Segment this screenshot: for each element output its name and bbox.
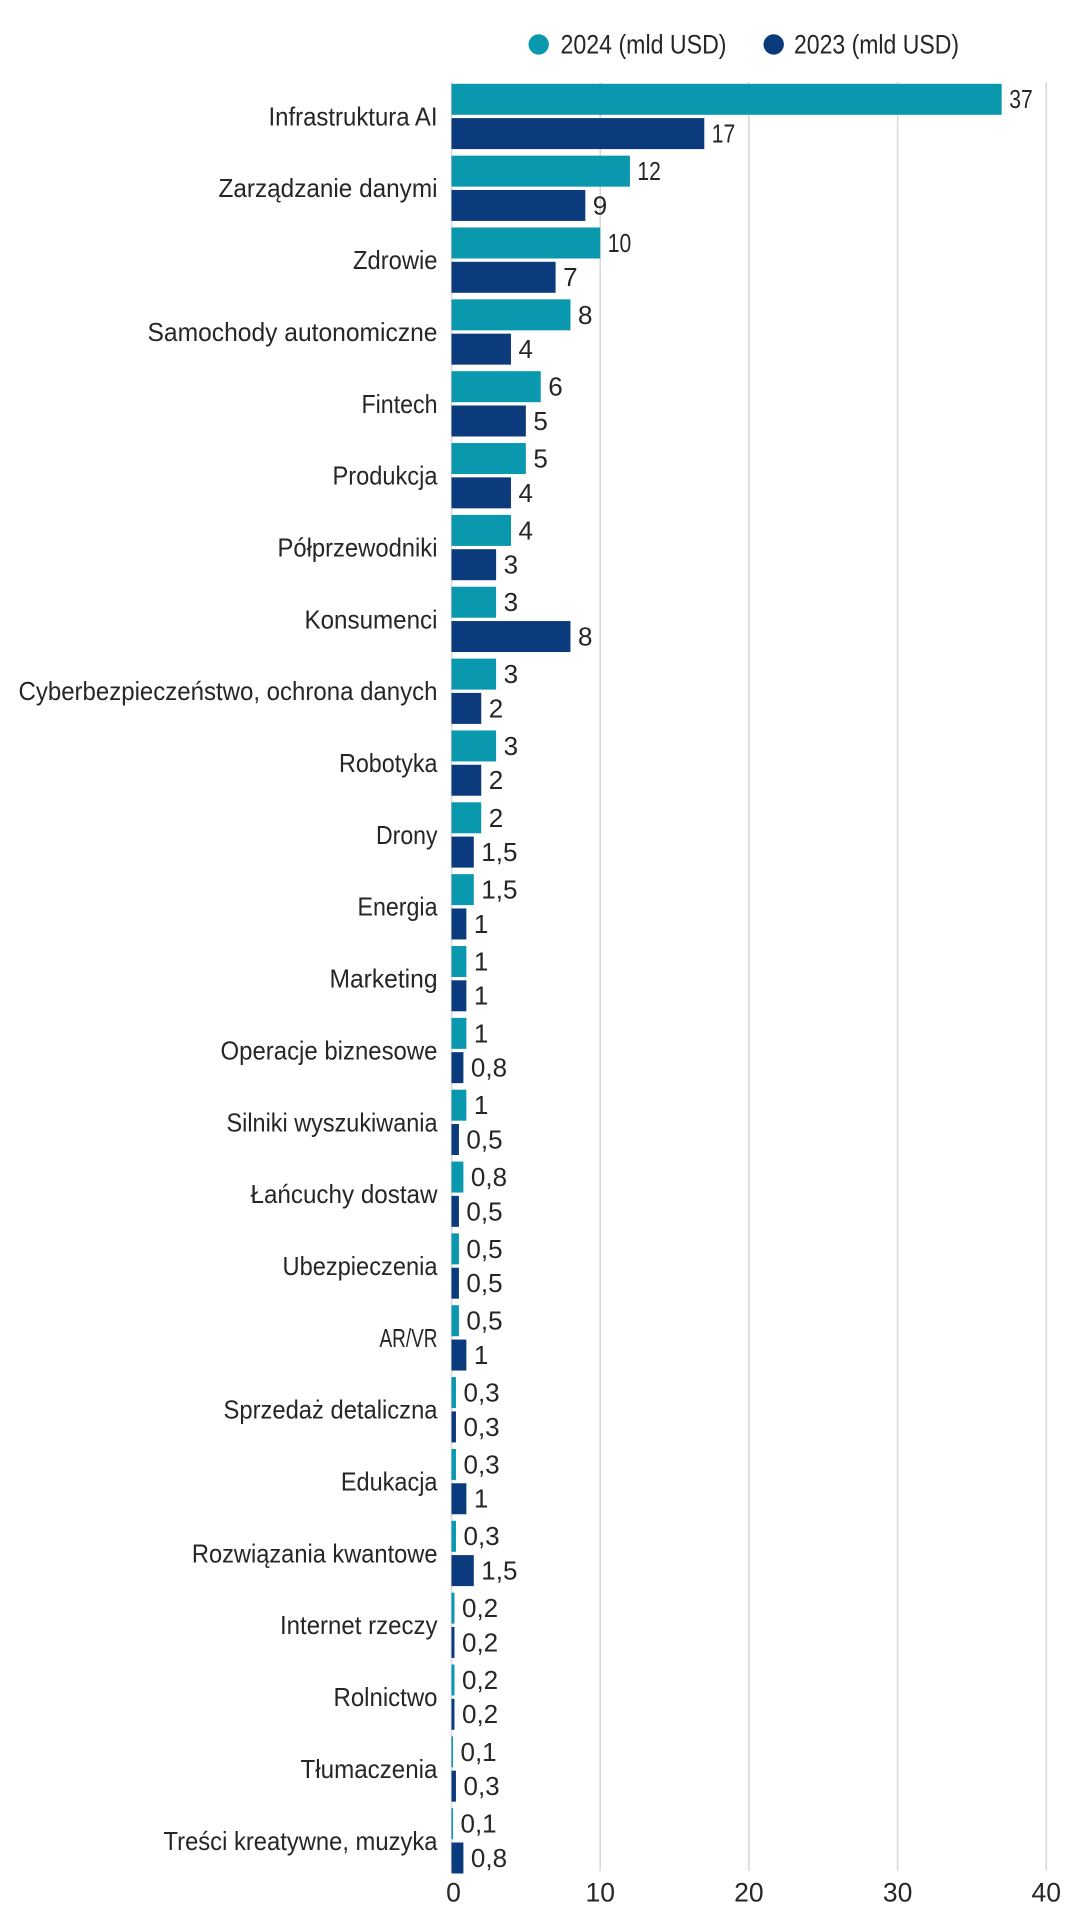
svg-text:6: 6 — [548, 372, 562, 402]
svg-text:0,2: 0,2 — [462, 1699, 498, 1729]
svg-text:Produkcja: Produkcja — [333, 461, 438, 491]
svg-text:0,5: 0,5 — [466, 1306, 502, 1336]
svg-text:0,5: 0,5 — [466, 1234, 502, 1264]
svg-text:Tłumaczenia: Tłumaczenia — [301, 1754, 438, 1784]
svg-text:0,5: 0,5 — [466, 1268, 502, 1298]
svg-text:10: 10 — [608, 228, 632, 258]
svg-text:Drony: Drony — [376, 820, 438, 850]
svg-text:Infrastruktura AI: Infrastruktura AI — [269, 101, 438, 131]
svg-text:Operacje biznesowe: Operacje biznesowe — [221, 1036, 438, 1066]
svg-text:Łańcuchy dostaw: Łańcuchy dostaw — [251, 1179, 438, 1209]
svg-text:1,5: 1,5 — [481, 875, 517, 905]
svg-text:8: 8 — [578, 300, 592, 330]
svg-text:Marketing: Marketing — [330, 964, 438, 994]
svg-text:AR/VR: AR/VR — [380, 1323, 438, 1353]
svg-text:10: 10 — [585, 1878, 614, 1908]
svg-text:0,5: 0,5 — [466, 1124, 502, 1154]
svg-text:0,8: 0,8 — [471, 1843, 507, 1873]
svg-text:0,8: 0,8 — [471, 1053, 507, 1083]
svg-text:2: 2 — [489, 693, 503, 723]
svg-text:3: 3 — [504, 731, 518, 761]
svg-text:Rozwiązania kwantowe: Rozwiązania kwantowe — [192, 1538, 438, 1568]
svg-text:1: 1 — [474, 909, 488, 939]
svg-text:0,1: 0,1 — [461, 1737, 497, 1767]
svg-text:3: 3 — [504, 587, 518, 617]
svg-text:1: 1 — [474, 1484, 488, 1514]
svg-text:5: 5 — [533, 444, 547, 474]
svg-text:0,3: 0,3 — [464, 1521, 500, 1551]
svg-text:40: 40 — [1032, 1878, 1061, 1908]
svg-text:Samochody autonomiczne: Samochody autonomiczne — [148, 317, 438, 347]
svg-text:1: 1 — [474, 981, 488, 1011]
svg-text:12: 12 — [637, 156, 661, 186]
svg-text:1: 1 — [474, 1090, 488, 1120]
svg-text:30: 30 — [883, 1878, 912, 1908]
svg-text:Rolnictwo: Rolnictwo — [334, 1682, 438, 1712]
svg-text:1,5: 1,5 — [481, 1556, 517, 1586]
svg-text:0,3: 0,3 — [464, 1771, 500, 1801]
svg-text:Zarządzanie danymi: Zarządzanie danymi — [219, 173, 438, 203]
svg-text:1,5: 1,5 — [481, 837, 517, 867]
svg-text:0,8: 0,8 — [471, 1162, 507, 1192]
svg-text:1: 1 — [474, 1340, 488, 1370]
svg-text:0,3: 0,3 — [464, 1412, 500, 1442]
svg-text:1: 1 — [474, 946, 488, 976]
svg-text:0,5: 0,5 — [466, 1196, 502, 1226]
svg-text:0,3: 0,3 — [464, 1378, 500, 1408]
svg-text:0,1: 0,1 — [461, 1809, 497, 1839]
svg-text:0,2: 0,2 — [462, 1593, 498, 1623]
svg-text:Półprzewodniki: Półprzewodniki — [278, 533, 438, 563]
svg-text:20: 20 — [734, 1878, 763, 1908]
svg-text:0,3: 0,3 — [464, 1449, 500, 1479]
svg-text:Treści kreatywne, muzyka: Treści kreatywne, muzyka — [164, 1826, 438, 1856]
svg-text:Sprzedaż detaliczna: Sprzedaż detaliczna — [224, 1395, 438, 1425]
svg-text:4: 4 — [519, 334, 533, 364]
svg-text:37: 37 — [1009, 84, 1032, 114]
svg-text:4: 4 — [519, 478, 533, 508]
svg-text:2: 2 — [489, 765, 503, 795]
svg-text:Fintech: Fintech — [362, 389, 438, 419]
svg-text:0: 0 — [446, 1878, 461, 1908]
svg-text:17: 17 — [712, 119, 736, 149]
svg-text:Robotyka: Robotyka — [339, 748, 438, 778]
svg-text:Ubezpieczenia: Ubezpieczenia — [283, 1251, 438, 1281]
svg-text:0,2: 0,2 — [462, 1627, 498, 1657]
svg-text:2: 2 — [489, 803, 503, 833]
svg-text:3: 3 — [504, 659, 518, 689]
svg-text:8: 8 — [578, 622, 592, 652]
svg-text:Konsumenci: Konsumenci — [305, 604, 438, 634]
svg-text:5: 5 — [533, 406, 547, 436]
svg-text:0,2: 0,2 — [462, 1665, 498, 1695]
svg-text:4: 4 — [519, 515, 533, 545]
svg-text:Cyberbezpieczeństwo, ochrona d: Cyberbezpieczeństwo, ochrona danych — [19, 676, 438, 706]
svg-text:2023 (mld USD): 2023 (mld USD) — [794, 30, 959, 60]
svg-text:Silniki wyszukiwania: Silniki wyszukiwania — [227, 1107, 438, 1137]
svg-text:Zdrowie: Zdrowie — [353, 245, 438, 275]
svg-text:Internet rzeczy: Internet rzeczy — [280, 1610, 438, 1640]
svg-text:3: 3 — [504, 550, 518, 580]
svg-text:9: 9 — [593, 190, 607, 220]
svg-text:1: 1 — [474, 1018, 488, 1048]
svg-text:2024 (mld USD): 2024 (mld USD) — [561, 30, 727, 60]
svg-text:7: 7 — [563, 262, 577, 292]
svg-text:Energia: Energia — [358, 892, 438, 922]
svg-text:Edukacja: Edukacja — [341, 1467, 438, 1497]
